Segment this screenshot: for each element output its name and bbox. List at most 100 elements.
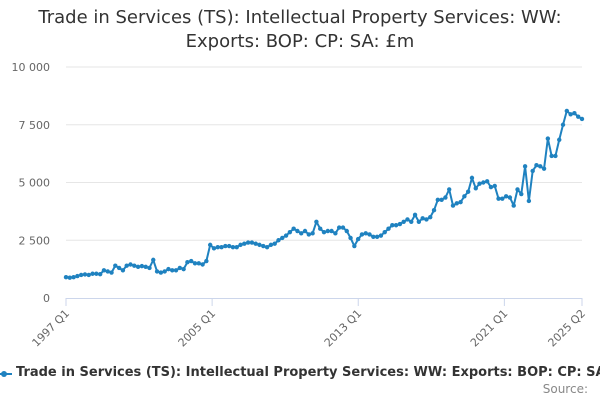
data-point[interactable] <box>572 111 577 116</box>
data-point[interactable] <box>378 233 384 238</box>
data-point[interactable] <box>447 187 452 192</box>
data-point[interactable] <box>496 196 501 201</box>
data-point[interactable] <box>390 223 395 228</box>
data-point[interactable] <box>371 234 376 239</box>
data-point[interactable] <box>515 187 520 192</box>
data-point[interactable] <box>424 217 429 222</box>
data-point[interactable] <box>576 114 581 119</box>
data-point[interactable] <box>71 275 76 280</box>
data-point[interactable] <box>78 272 84 278</box>
data-point[interactable] <box>63 275 69 280</box>
data-point[interactable] <box>530 168 535 174</box>
data-point[interactable] <box>431 208 437 213</box>
data-point[interactable] <box>386 226 391 231</box>
data-point[interactable] <box>401 219 406 224</box>
data-point[interactable] <box>367 232 372 237</box>
data-point[interactable] <box>435 197 441 203</box>
data-point[interactable] <box>541 166 547 171</box>
data-point[interactable] <box>522 164 528 169</box>
data-point[interactable] <box>500 196 505 201</box>
data-point[interactable] <box>560 122 566 127</box>
data-point[interactable] <box>374 234 380 239</box>
data-point[interactable] <box>158 270 164 275</box>
data-point[interactable] <box>507 195 513 200</box>
data-point[interactable] <box>97 272 103 277</box>
data-point[interactable] <box>128 262 133 267</box>
data-point[interactable] <box>94 271 99 276</box>
data-point[interactable] <box>557 137 562 142</box>
data-point[interactable] <box>90 271 95 276</box>
data-point[interactable] <box>553 153 558 159</box>
data-point[interactable] <box>86 272 91 278</box>
data-point[interactable] <box>314 219 319 224</box>
data-point[interactable] <box>170 268 175 273</box>
data-point[interactable] <box>264 244 270 250</box>
data-point[interactable] <box>207 242 213 248</box>
data-point[interactable] <box>272 241 277 246</box>
data-point[interactable] <box>481 180 486 185</box>
data-point[interactable] <box>166 266 171 272</box>
data-point[interactable] <box>340 225 346 230</box>
data-point[interactable] <box>291 226 296 231</box>
data-point[interactable] <box>420 216 425 221</box>
data-point[interactable] <box>82 272 88 277</box>
data-point[interactable] <box>177 265 183 271</box>
data-point[interactable] <box>245 240 251 245</box>
data-point[interactable] <box>579 116 585 122</box>
data-point[interactable] <box>135 264 141 270</box>
data-point[interactable] <box>147 265 152 271</box>
data-point[interactable] <box>238 242 243 248</box>
data-point[interactable] <box>67 275 72 280</box>
data-point[interactable] <box>151 257 156 263</box>
data-point[interactable] <box>143 264 148 270</box>
data-point[interactable] <box>223 243 228 249</box>
data-point[interactable] <box>230 244 236 250</box>
data-point[interactable] <box>492 183 497 189</box>
data-point[interactable] <box>162 269 167 274</box>
data-point[interactable] <box>132 263 137 268</box>
data-point[interactable] <box>242 241 247 246</box>
data-point[interactable] <box>519 191 524 197</box>
data-point[interactable] <box>306 232 312 237</box>
data-point[interactable] <box>276 238 281 243</box>
data-point[interactable] <box>473 186 478 191</box>
data-point[interactable] <box>355 236 361 242</box>
data-point[interactable] <box>333 231 338 236</box>
data-point[interactable] <box>226 243 232 249</box>
data-point[interactable] <box>526 198 532 204</box>
data-point[interactable] <box>465 189 471 194</box>
data-point[interactable] <box>302 228 308 234</box>
data-point[interactable] <box>382 229 387 235</box>
data-point[interactable] <box>283 233 289 238</box>
data-point[interactable] <box>344 228 349 234</box>
data-point[interactable] <box>511 203 516 208</box>
data-point[interactable] <box>503 194 509 199</box>
data-point[interactable] <box>458 199 463 205</box>
data-point[interactable] <box>287 229 293 235</box>
data-point[interactable] <box>564 108 570 114</box>
data-point[interactable] <box>173 268 179 273</box>
data-point[interactable] <box>397 221 403 227</box>
data-point[interactable] <box>268 242 274 248</box>
data-point[interactable] <box>192 261 198 266</box>
data-point[interactable] <box>538 164 543 169</box>
data-point[interactable] <box>534 162 539 168</box>
data-point[interactable] <box>405 217 410 222</box>
data-point[interactable] <box>439 197 444 203</box>
data-point[interactable] <box>113 263 118 268</box>
data-point[interactable] <box>409 219 414 224</box>
data-point[interactable] <box>249 240 255 245</box>
data-point[interactable] <box>352 243 357 249</box>
data-point[interactable] <box>336 225 342 230</box>
data-point[interactable] <box>469 175 475 181</box>
data-point[interactable] <box>204 258 209 264</box>
data-point[interactable] <box>454 201 459 206</box>
data-point[interactable] <box>234 244 239 250</box>
data-point[interactable] <box>363 231 368 236</box>
data-point[interactable] <box>477 181 482 186</box>
data-point[interactable] <box>310 231 315 236</box>
legend[interactable]: Trade in Services (TS): Intellectual Pro… <box>0 364 600 384</box>
data-point[interactable] <box>549 153 554 159</box>
data-point[interactable] <box>462 194 467 199</box>
data-point[interactable] <box>120 268 126 273</box>
